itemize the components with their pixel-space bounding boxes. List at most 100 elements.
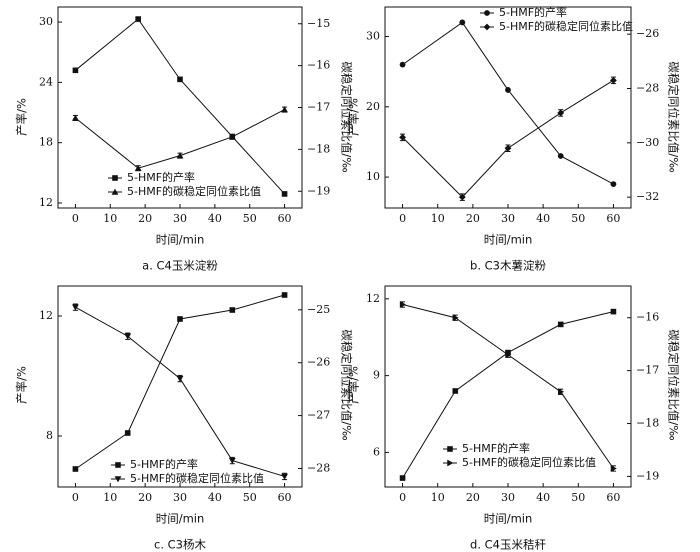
y2-tick-label: −18	[636, 417, 659, 430]
data-point-s0	[557, 321, 564, 328]
x-tick-label: 20	[138, 491, 152, 504]
y-axis-label: 产率/%	[15, 98, 29, 136]
y2-tick-label: −18	[307, 142, 330, 155]
legend-label: 5-HMF的产率	[499, 5, 567, 19]
y2-tick-label: −28	[636, 81, 659, 94]
data-point-s1	[399, 133, 406, 141]
y-tick-label: 20	[366, 100, 380, 113]
y-tick-label: 30	[366, 30, 380, 43]
y2-axis-label: 碳稳定同位素比值/‰	[667, 329, 681, 440]
data-point-s1	[610, 465, 617, 472]
data-point-s0	[505, 87, 511, 93]
y-tick-label: 9	[373, 369, 380, 382]
y-tick-label: 12	[366, 292, 380, 305]
data-point-s1	[176, 152, 184, 159]
y2-tick-label: −28	[307, 461, 330, 474]
y2-tick-label: −17	[307, 101, 330, 114]
legend-label: 5-HMF的产率	[130, 457, 198, 471]
x-tick-label: 20	[466, 491, 480, 504]
x-tick-label: 60	[278, 212, 292, 225]
x-tick-label: 60	[606, 212, 620, 225]
data-point-s1	[134, 164, 142, 171]
data-point-s1	[72, 304, 79, 311]
data-point-s1	[124, 333, 132, 340]
y-axis-label: 产率/%	[15, 366, 29, 404]
legend-marker	[111, 188, 119, 195]
data-point-s0	[177, 76, 183, 83]
y-tick-label: 18	[39, 136, 53, 149]
legend-label: 5-HMF的碳稳定同位素比值	[462, 455, 596, 469]
y-tick-label: 12	[39, 309, 53, 322]
plot-frame	[57, 285, 303, 488]
plot-frame	[384, 6, 632, 209]
data-point-s1	[505, 351, 512, 359]
data-point-s0	[72, 466, 79, 472]
series-line-1	[75, 306, 285, 477]
data-point-s0	[281, 191, 288, 197]
y2-tick-label: −27	[307, 409, 330, 422]
y-tick-label: 12	[39, 196, 53, 209]
data-point-s0	[452, 388, 459, 394]
y2-axis-label: 碳稳定同位素比值/‰	[340, 329, 354, 440]
x-tick-label: 30	[173, 491, 187, 504]
chart-panel-1: 0 10 20 30 40 50 60 10 20 30 −32 −30 −28 −26 时间/min 产率/…	[347, 5, 681, 273]
legend-marker	[115, 462, 121, 468]
x-tick-label: 20	[466, 212, 480, 225]
x-tick-label: 10	[431, 212, 445, 225]
x-axis-label: 时间/min	[484, 512, 533, 526]
y2-tick-label: −15	[307, 17, 330, 30]
data-point-s0	[610, 181, 617, 188]
y2-tick-label: −17	[636, 364, 659, 377]
legend-label: 5-HMF的产率	[462, 441, 530, 455]
legend-marker	[483, 23, 491, 31]
y-axis-label: 产率/%	[347, 366, 361, 404]
data-point-s1	[452, 314, 459, 322]
panel-caption: d. C4玉米秸秆	[470, 538, 546, 552]
y-tick-label: 10	[366, 170, 380, 183]
y2-tick-label: −19	[636, 469, 659, 482]
x-tick-label: 40	[208, 212, 222, 225]
data-point-s0	[610, 308, 617, 315]
x-tick-label: 50	[243, 491, 257, 504]
x-tick-label: 50	[243, 212, 257, 225]
data-point-s1	[557, 109, 565, 117]
data-point-s1	[228, 133, 236, 140]
y2-tick-label: −26	[307, 356, 330, 369]
data-point-s1	[72, 114, 79, 121]
x-tick-label: 60	[278, 491, 292, 504]
panel-caption: b. C3木薯淀粉	[470, 259, 546, 273]
y2-tick-label: −26	[636, 27, 659, 40]
x-tick-label: 40	[208, 491, 222, 504]
chart-panel-3: 0 10 20 30 40 50 60 6 9 12 −19 −18 −17 −16 时间/min 产率/% 碳…	[347, 285, 681, 552]
x-tick-label: 0	[72, 212, 79, 225]
data-point-s0	[399, 475, 406, 481]
data-point-s0	[557, 153, 564, 159]
y-tick-label: 8	[46, 429, 53, 442]
x-tick-label: 0	[399, 212, 406, 225]
x-tick-label: 40	[536, 491, 550, 504]
data-point-s0	[229, 307, 236, 313]
panel-caption: c. C3杨木	[154, 538, 206, 552]
x-tick-label: 50	[571, 212, 585, 225]
x-tick-label: 30	[173, 212, 187, 225]
y2-tick-label: −30	[636, 136, 659, 149]
data-point-s0	[72, 67, 79, 74]
data-point-s1	[610, 76, 617, 84]
legend-marker	[447, 459, 454, 467]
legend-marker	[484, 10, 490, 16]
y2-tick-label: −16	[636, 311, 659, 324]
y2-tick-label: −16	[307, 59, 330, 72]
y-tick-label: 24	[39, 75, 53, 88]
x-tick-label: 60	[606, 491, 620, 504]
data-point-s0	[399, 61, 406, 68]
y-tick-label: 6	[373, 445, 380, 458]
series-line-0	[402, 21, 614, 185]
data-point-s1	[281, 106, 288, 113]
data-point-s0	[124, 430, 131, 436]
data-point-s0	[135, 16, 141, 22]
x-axis-label: 时间/min	[156, 233, 205, 247]
x-tick-label: 0	[399, 491, 406, 504]
x-tick-label: 10	[103, 491, 117, 504]
